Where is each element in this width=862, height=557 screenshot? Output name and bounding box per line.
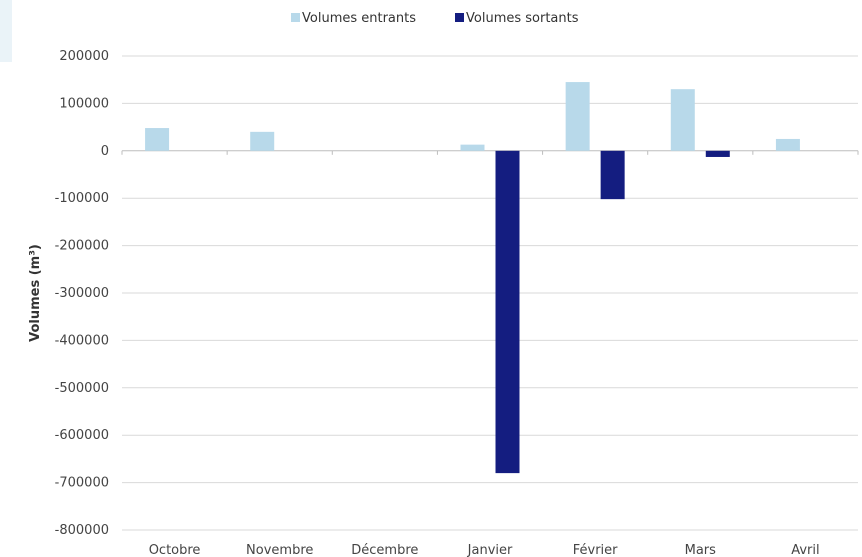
legend-swatch: [455, 13, 464, 22]
x-tick-label: Décembre: [351, 543, 418, 557]
bar-sortants: [705, 150, 730, 157]
y-tick-label: -200000: [55, 239, 109, 254]
bar-entrants: [670, 89, 695, 151]
bar-sortants: [495, 150, 520, 474]
legend: Volumes entrants Volumes sortants: [291, 11, 579, 26]
x-tick-label: Novembre: [246, 543, 313, 557]
y-tick-label: -100000: [55, 191, 109, 206]
legend-label: Volumes entrants: [302, 11, 416, 26]
y-axis-label: Volumes (m³): [28, 244, 43, 342]
bar-entrants: [460, 144, 485, 151]
bar-entrants: [565, 82, 590, 151]
bars: [145, 82, 800, 474]
y-axis-ticks: 200000 100000 0 -100000 -200000 -300000 -40000…: [55, 49, 109, 538]
x-tick-label: Mars: [685, 543, 717, 557]
legend-swatch: [291, 13, 300, 22]
y-tick-label: -500000: [55, 381, 109, 396]
x-axis-ticks: Octobre Novembre Décembre Janvier Février Mar…: [149, 543, 820, 557]
x-tick-label: Février: [573, 543, 618, 557]
y-tick-label: -600000: [55, 428, 109, 443]
x-tick-label: Janvier: [467, 543, 513, 557]
x-tick-label: Octobre: [149, 543, 201, 557]
y-tick-label: -700000: [55, 476, 109, 491]
x-tick-label: Avril: [791, 543, 819, 557]
gridlines: [121, 55, 859, 531]
y-tick-label: 0: [101, 144, 109, 159]
legend-label: Volumes sortants: [466, 11, 579, 26]
left-decorative-strip: [0, 0, 12, 62]
y-tick-label: 100000: [59, 96, 109, 111]
bar-sortants: [600, 150, 625, 200]
y-tick-label: -400000: [55, 333, 109, 348]
bar-entrants: [775, 138, 800, 151]
bar-entrants: [250, 131, 275, 151]
y-tick-label: -800000: [55, 523, 109, 538]
bar-entrants: [145, 128, 170, 151]
y-tick-label: 200000: [59, 49, 109, 64]
y-tick-label: -300000: [55, 286, 109, 301]
